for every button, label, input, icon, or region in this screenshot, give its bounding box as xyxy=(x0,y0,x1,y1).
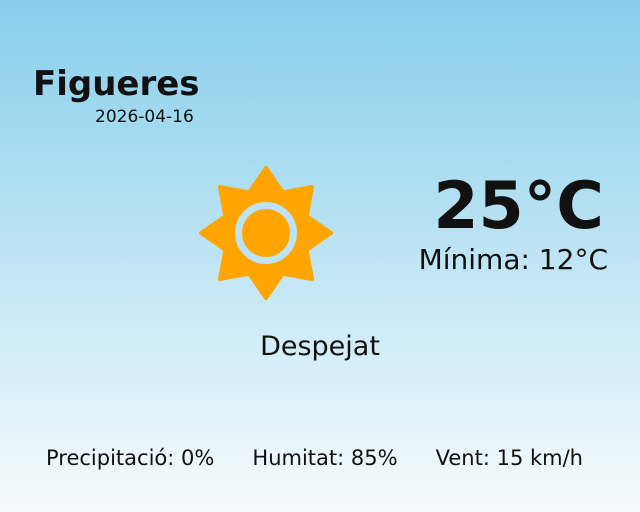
sun-icon xyxy=(199,166,333,300)
sun-rays xyxy=(201,168,331,298)
city-name: Figueres xyxy=(33,64,200,104)
current-temperature: 25°C xyxy=(433,169,604,244)
condition-text: Despejat xyxy=(260,331,380,362)
stats-row: Precipitació: 0% Humitat: 85% Vent: 15 k… xyxy=(46,448,583,469)
sun-rays-outline xyxy=(199,166,333,300)
forecast-date: 2026-04-16 xyxy=(95,107,194,127)
humidity-stat: Humitat: 85% xyxy=(252,446,398,470)
minimum-temperature: Mínima: 12°C xyxy=(418,243,608,276)
precipitation-stat: Precipitació: 0% xyxy=(46,446,215,470)
sun-ring xyxy=(235,202,297,264)
wind-stat: Vent: 15 km/h xyxy=(435,446,583,470)
